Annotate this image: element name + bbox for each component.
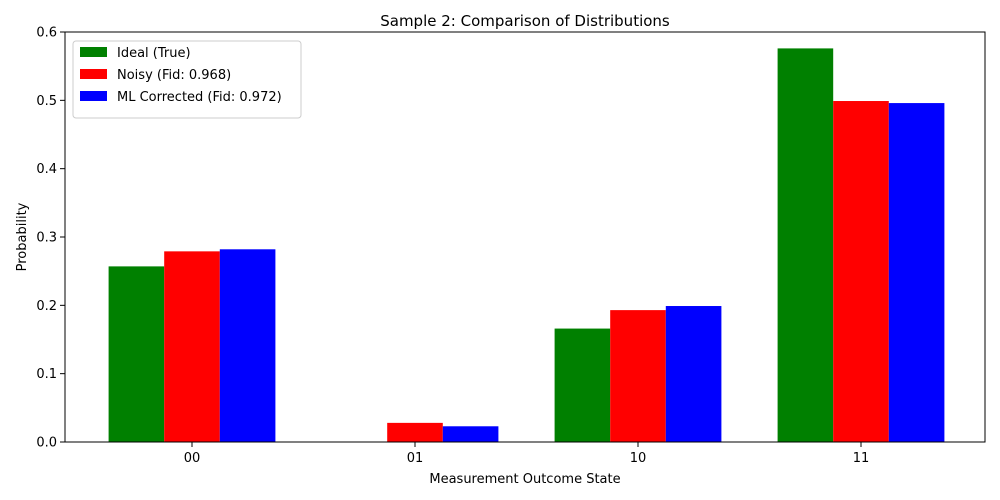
bars-group xyxy=(108,48,945,443)
bar-1-10 xyxy=(554,328,611,442)
y-tick-label: 0.1 xyxy=(36,367,57,382)
bar-3-00 xyxy=(219,249,276,442)
bar-3-01 xyxy=(442,426,499,442)
x-tick-label: 10 xyxy=(630,451,647,466)
bar-3-11 xyxy=(888,103,945,442)
legend-label: Ideal (True) xyxy=(117,46,191,61)
y-tick-label: 0.0 xyxy=(36,436,57,451)
bar-3-10 xyxy=(665,306,722,442)
chart-title: Sample 2: Comparison of Distributions xyxy=(380,12,670,30)
x-axis-label: Measurement Outcome State xyxy=(429,472,620,487)
y-tick-label: 0.4 xyxy=(36,162,57,177)
legend-swatch xyxy=(80,91,107,101)
bar-1-00 xyxy=(108,266,165,442)
y-tick-label: 0.2 xyxy=(36,299,57,314)
legend-swatch xyxy=(80,69,107,79)
legend-box xyxy=(72,40,302,119)
x-tick-label: 01 xyxy=(407,451,424,466)
x-axis: 00 01 10 11 xyxy=(184,442,870,466)
legend-swatch xyxy=(80,47,107,57)
legend-label: ML Corrected (Fid: 0.972) xyxy=(117,90,282,105)
x-tick-label: 11 xyxy=(853,451,870,466)
bar-2-00 xyxy=(164,251,220,442)
bar-1-11 xyxy=(777,48,834,443)
bar-2-01 xyxy=(387,422,443,442)
y-axis-label: Probability xyxy=(15,202,30,271)
y-tick-label: 0.6 xyxy=(36,26,57,41)
legend-label: Noisy (Fid: 0.968) xyxy=(117,68,231,83)
y-tick-label: 0.5 xyxy=(36,94,57,109)
y-axis: 0.0 0.1 0.2 0.3 0.4 0.5 0.6 xyxy=(36,26,65,451)
y-tick-label: 0.3 xyxy=(36,231,57,246)
x-tick-label: 00 xyxy=(184,451,201,466)
bar-2-11 xyxy=(833,101,889,443)
bar-2-10 xyxy=(610,310,666,442)
legend: Ideal (True) Noisy (Fid: 0.968) ML Correct… xyxy=(72,40,302,119)
